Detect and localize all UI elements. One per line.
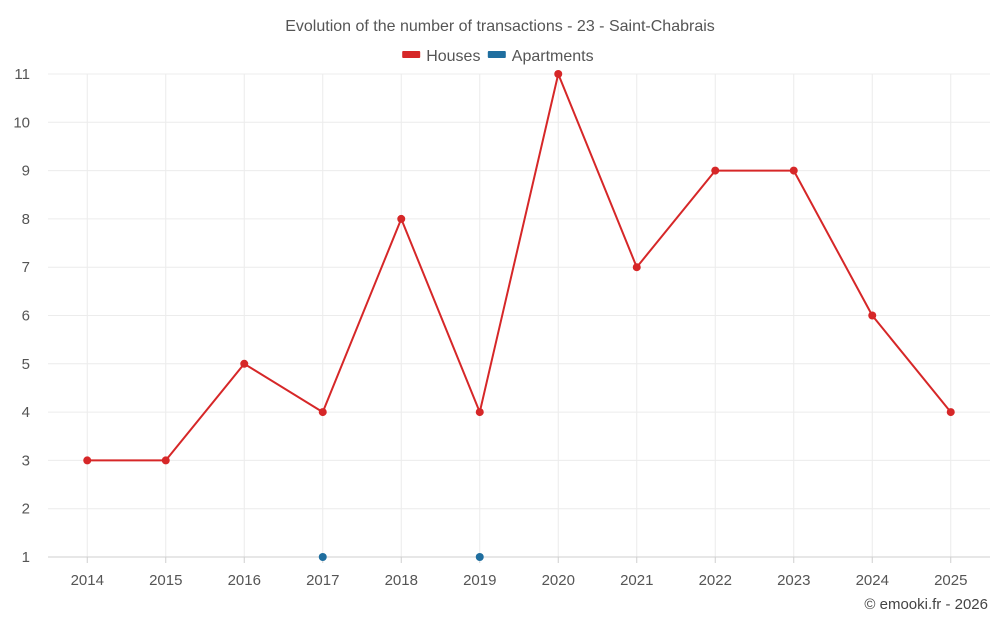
y-tick-label: 8	[22, 211, 30, 228]
y-tick-label: 3	[22, 452, 30, 469]
y-tick-label: 2	[22, 501, 30, 518]
legend-label-houses: Houses	[426, 48, 480, 65]
y-tick-label: 7	[22, 259, 30, 276]
houses-data-point	[946, 408, 955, 417]
axes: 1 2 3 4 5 6 7 8 9 10 11 2014 2015 2016 2017 2018 2019 202…	[13, 66, 990, 589]
x-tick-label: 2023	[777, 572, 810, 589]
houses-data-point	[83, 456, 92, 465]
apartments-data-point	[475, 553, 484, 561]
grid	[48, 73, 990, 557]
x-tick-label: 2024	[856, 572, 889, 589]
legend-swatch-houses	[402, 51, 421, 58]
x-tick-label: 2016	[228, 572, 261, 589]
houses-data-point	[397, 214, 406, 223]
x-tick-label: 2025	[934, 572, 967, 589]
x-tick-label: 2021	[620, 572, 653, 589]
houses-data-point	[868, 311, 877, 320]
y-tick-label: 5	[22, 356, 30, 373]
y-tick-label: 9	[22, 163, 30, 180]
houses-data-point	[318, 408, 327, 417]
y-tick-label: 10	[13, 114, 30, 131]
y-tick-label: 11	[14, 66, 30, 83]
x-tick-label: 2020	[542, 572, 575, 589]
houses-series-line	[87, 73, 952, 462]
legend-swatch-apartments	[487, 51, 506, 58]
houses-data-point	[711, 166, 720, 175]
houses-data-point	[554, 70, 563, 78]
houses-data-point	[632, 263, 641, 272]
houses-data-point	[161, 456, 170, 465]
apartments-data-point	[318, 553, 327, 561]
x-tick-label: 2022	[699, 572, 732, 589]
series-layer	[83, 70, 955, 561]
houses-data-point	[475, 408, 484, 417]
houses-data-point	[240, 359, 249, 368]
legend-label-apartments: Apartments	[512, 48, 594, 65]
x-tick-label: 2017	[306, 572, 339, 589]
chart-title: Evolution of the number of transactions …	[285, 18, 715, 35]
credit-text: © emooki.fr - 2026	[864, 596, 988, 613]
houses-data-point	[789, 166, 798, 175]
y-tick-label: 4	[22, 404, 30, 421]
x-tick-label: 2018	[385, 572, 418, 589]
x-tick-label: 2014	[71, 572, 104, 589]
y-tick-label: 6	[22, 308, 30, 325]
x-tick-label: 2019	[463, 572, 496, 589]
legend: Houses Apartments	[402, 48, 594, 65]
x-tick-label: 2015	[149, 572, 182, 589]
y-tick-label: 1	[22, 549, 30, 566]
